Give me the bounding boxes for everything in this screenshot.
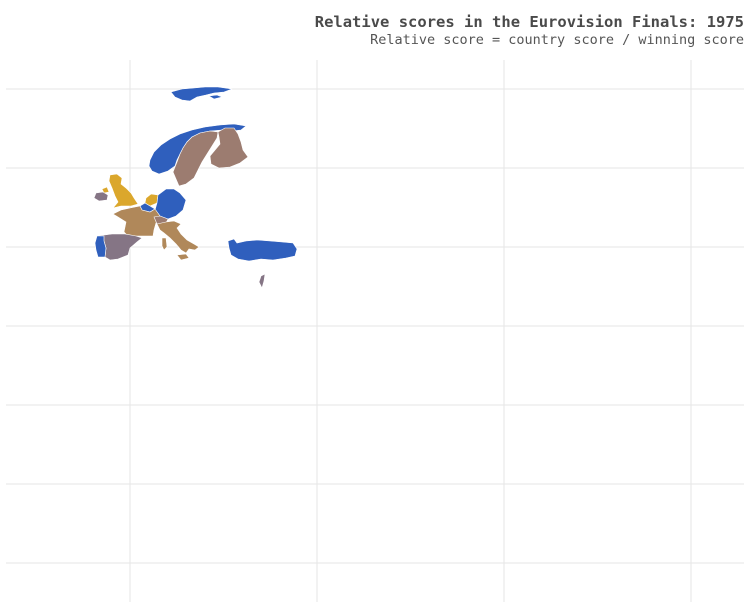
countries <box>93 86 298 289</box>
country-israel[interactable] <box>258 273 266 289</box>
chart-title: Relative scores in the Eurovision Finals… <box>314 13 744 31</box>
country-sicily[interactable] <box>176 253 190 261</box>
country-finland[interactable] <box>209 127 249 169</box>
country-sardinia[interactable] <box>161 237 168 251</box>
country-france[interactable] <box>112 205 161 239</box>
country-iceland[interactable] <box>170 86 233 102</box>
chart-subtitle: Relative score = country score / winning… <box>370 32 744 48</box>
country-sweden[interactable] <box>172 130 219 187</box>
map-gridlines <box>6 60 744 602</box>
country-iceland[interactable] <box>208 94 223 100</box>
country-ireland[interactable] <box>93 191 109 202</box>
country-italy[interactable] <box>156 220 200 254</box>
country-united-kingdom[interactable] <box>108 173 139 209</box>
country-turkey[interactable] <box>227 238 298 262</box>
country-switzerland[interactable] <box>153 215 169 225</box>
country-germany[interactable] <box>154 188 187 220</box>
country-united-kingdom[interactable] <box>101 186 110 194</box>
country-portugal[interactable] <box>94 235 107 258</box>
country-norway[interactable] <box>148 123 247 175</box>
